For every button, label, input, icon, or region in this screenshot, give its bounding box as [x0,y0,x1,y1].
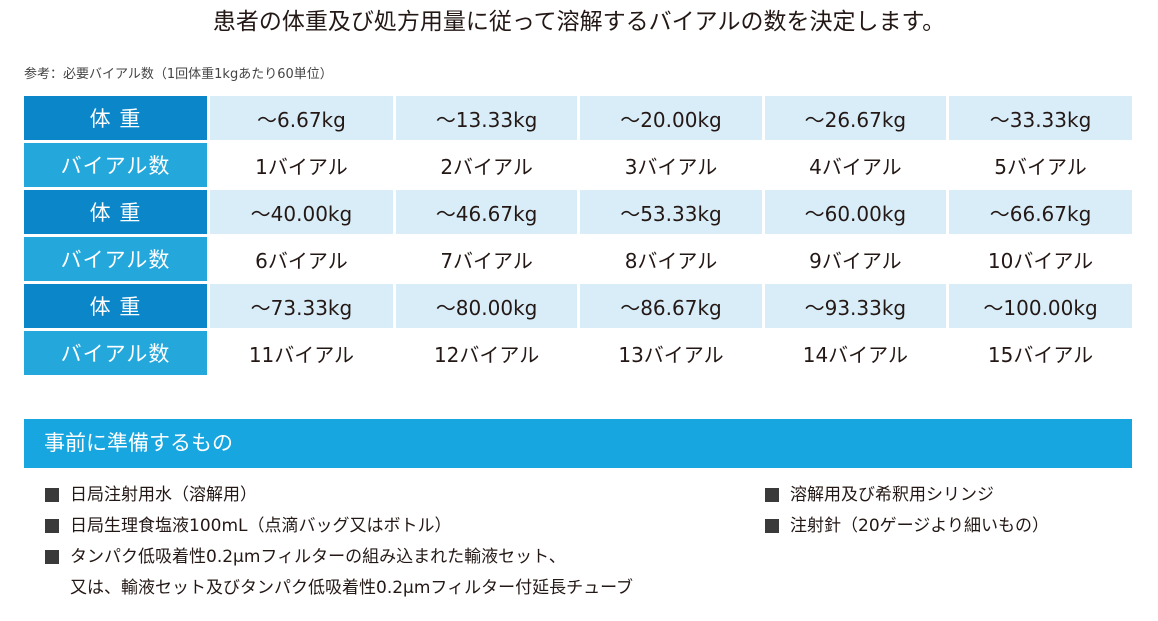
gap [207,141,210,190]
weight-row: 体 重 ～40.00kg ～46.67kg ～53.33kg ～60.00kg … [24,188,1132,237]
list-item-text: 注射針（20ゲージより細いもの） [790,516,1049,536]
gap [207,282,210,331]
list-item-text: 溶解用及び希釈用シリンジ [790,485,994,505]
vial-cell: 14バイアル [763,329,950,378]
weight-cell: ～66.67kg [947,188,1132,237]
vial-row: バイアル数 6バイアル 7バイアル 8バイアル 9バイアル 10バイアル [24,235,1132,284]
weight-cell: ～93.33kg [763,282,950,331]
list-item: 溶解用及び希釈用シリンジ [765,484,1135,506]
weight-cell: ～33.33kg [947,96,1132,143]
weight-cell: ～40.00kg [210,188,396,237]
square-bullet-icon [45,488,59,502]
square-bullet-icon [45,550,59,564]
square-bullet-icon [765,519,779,533]
preparation-title: 事前に準備するもの [44,431,233,455]
preparation-list-right: 溶解用及び希釈用シリンジ 注射針（20ゲージより細いもの） [765,484,1135,546]
vial-cell: 5バイアル [947,141,1132,190]
vial-row: バイアル数 11バイアル 12バイアル 13バイアル 14バイアル 15バイアル [24,329,1132,378]
weight-row: 体 重 ～73.33kg ～80.00kg ～86.67kg ～93.33kg … [24,282,1132,331]
vial-cell: 6バイアル [210,235,396,284]
list-item: 日局注射用水（溶解用） [45,484,745,506]
weight-cell: ～73.33kg [210,282,396,331]
vial-cell: 9バイアル [763,235,950,284]
vial-cell: 15バイアル [947,329,1132,378]
vial-cell: 7バイアル [394,235,581,284]
weight-cell: ～26.67kg [763,96,950,143]
weight-label: 体 重 [24,96,207,143]
gap [207,235,210,284]
list-item: 日局生理食塩液100mL（点滴バッグ又はボトル） [45,515,745,537]
weight-cell: ～80.00kg [394,282,581,331]
gap [207,329,210,378]
reference-note: 参考：必要バイアル数（1回体重1kgあたり60単位） [24,67,333,82]
vial-label: バイアル数 [24,141,207,190]
list-item-text: 日局生理食塩液100mL（点滴バッグ又はボトル） [70,516,452,536]
gap [207,96,210,143]
weight-row: 体 重 ～6.67kg ～13.33kg ～20.00kg ～26.67kg ～… [24,96,1132,143]
weight-cell: ～86.67kg [578,282,765,331]
square-bullet-icon [45,519,59,533]
vial-label: バイアル数 [24,329,207,378]
vial-cell: 8バイアル [578,235,765,284]
weight-cell: ～53.33kg [578,188,765,237]
list-item-text: タンパク低吸着性0.2μmフィルターの組み込まれた輸液セット、 [70,547,566,567]
weight-cell: ～20.00kg [578,96,765,143]
vial-cell: 4バイアル [763,141,950,190]
preparation-list-left: 日局注射用水（溶解用） 日局生理食塩液100mL（点滴バッグ又はボトル） タンパ… [45,484,745,608]
list-item: 注射針（20ゲージより細いもの） [765,515,1135,537]
vial-cell: 13バイアル [578,329,765,378]
vial-row: バイアル数 1バイアル 2バイアル 3バイアル 4バイアル 5バイアル [24,141,1132,190]
vial-cell: 1バイアル [210,141,396,190]
vial-cell: 10バイアル [947,235,1132,284]
square-bullet-icon [765,488,779,502]
vial-cell: 12バイアル [394,329,581,378]
weight-label: 体 重 [24,282,207,331]
vial-label: バイアル数 [24,235,207,284]
list-item: タンパク低吸着性0.2μmフィルターの組み込まれた輸液セット、 又は、輸液セット… [45,546,745,599]
gap [207,188,210,237]
weight-label: 体 重 [24,188,207,237]
weight-cell: ～100.00kg [947,282,1132,331]
list-item-text-continued: 又は、輸液セット及びタンパク低吸着性0.2μmフィルター付延長チューブ [70,578,634,598]
weight-cell: ～13.33kg [394,96,581,143]
vial-cell: 2バイアル [394,141,581,190]
list-item-text: 日局注射用水（溶解用） [70,485,257,505]
dose-table: 体 重 ～6.67kg ～13.33kg ～20.00kg ～26.67kg ～… [24,96,1132,378]
preparation-header: 事前に準備するもの [24,419,1132,468]
weight-cell: ～46.67kg [394,188,581,237]
headline: 患者の体重及び処方用量に従って溶解するバイアルの数を決定します。 [212,9,946,35]
weight-cell: ～6.67kg [210,96,396,143]
weight-cell: ～60.00kg [763,188,950,237]
vial-cell: 3バイアル [578,141,765,190]
vial-cell: 11バイアル [210,329,396,378]
